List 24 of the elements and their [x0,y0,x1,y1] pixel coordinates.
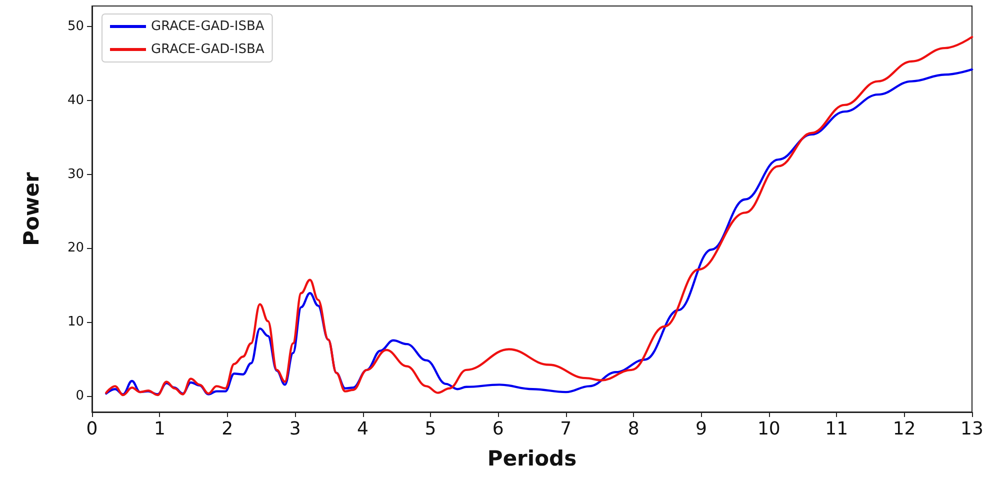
x-tick-label: 5 [424,418,436,440]
y-tick-label: 10 [67,314,84,330]
x-tick-label: 1 [154,418,166,440]
x-tick-label: 2 [222,418,234,440]
x-tick-label: 8 [628,418,640,440]
y-tick-label: 50 [67,19,84,34]
y-tick-label: 20 [67,240,84,256]
x-tick-label: 9 [696,418,707,440]
x-tick-label: 3 [289,418,301,440]
y-tick-label: 0 [76,388,84,404]
x-tick-label: 4 [357,418,368,440]
y-axis-title: Power [20,171,44,246]
x-tick-label: 7 [560,418,572,440]
legend-label: GRACE-GAD-ISBA [151,19,264,34]
x-tick-label: 12 [892,418,916,440]
x-tick-label: 0 [86,418,98,440]
x-axis-title: Periods [487,446,577,470]
x-tick-label: 13 [960,418,984,440]
x-tick-label: 11 [825,418,848,440]
y-tick-label: 40 [67,92,84,108]
legend-label: GRACE-GAD-ISBA [151,42,264,57]
y-tick-label: 30 [67,166,84,182]
x-tick-label: 10 [757,418,780,440]
x-tick-label: 6 [492,418,504,440]
